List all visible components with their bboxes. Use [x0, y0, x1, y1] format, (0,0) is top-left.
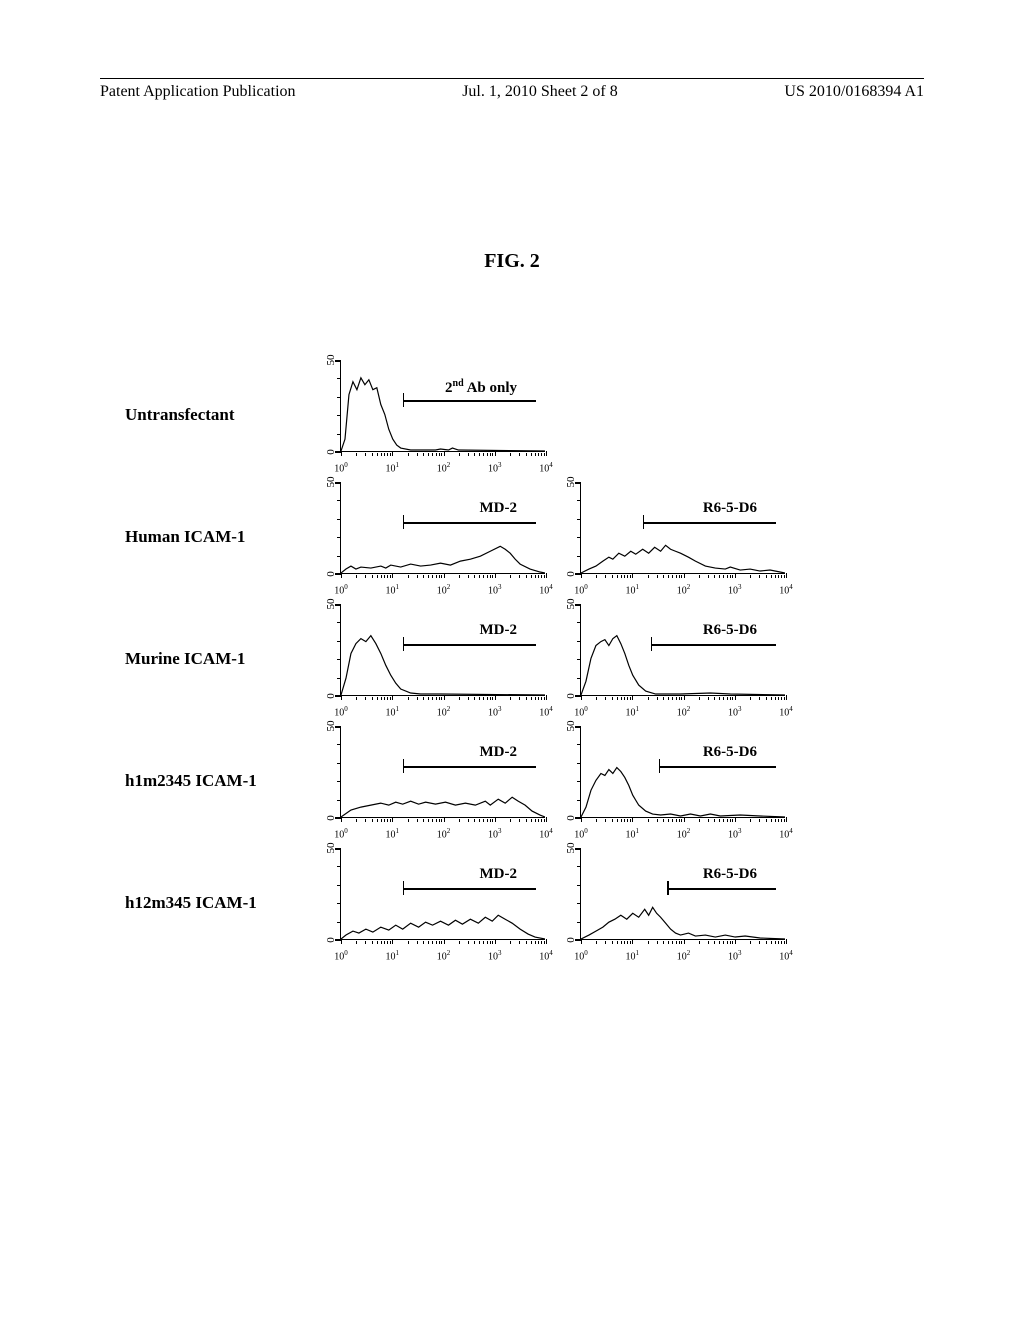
chart-box: 500 R6-5-D6 100101102103104	[580, 482, 785, 574]
x-axis-ticks: 100101102103104	[341, 573, 545, 578]
panel-antibody-label: MD-2	[480, 622, 518, 639]
row-sample-label: h12m345 ICAM-1	[125, 893, 320, 913]
chart-box: 500 MD-2 100101102103104	[340, 726, 545, 818]
x-axis-ticks: 100101102103104	[341, 695, 545, 700]
page-header: Patent Application Publication Jul. 1, 2…	[0, 78, 1024, 101]
header-rule	[100, 78, 924, 79]
gate-marker-line	[403, 766, 536, 768]
chart-panel: 500 MD-2 100101102103104	[320, 482, 555, 592]
chart-box: 500 R6-5-D6 100101102103104	[580, 604, 785, 696]
chart-row: h12m345 ICAM-1 500 MD-2 100101102103104 …	[125, 848, 905, 958]
gate-marker-line	[651, 644, 776, 646]
histogram-curve	[581, 482, 785, 573]
histogram-curve	[581, 726, 785, 817]
histogram-curve	[341, 482, 545, 573]
x-axis-ticks: 100101102103104	[581, 817, 785, 822]
chart-row: Murine ICAM-1 500 MD-2 100101102103104 5…	[125, 604, 905, 714]
histogram-curve	[341, 604, 545, 695]
histogram-curve	[341, 726, 545, 817]
figure-title: FIG. 2	[0, 250, 1024, 273]
header-right: US 2010/0168394 A1	[784, 83, 924, 101]
chart-box: 500 MD-2 100101102103104	[340, 482, 545, 574]
chart-panel: 500 R6-5-D6 100101102103104	[560, 482, 795, 592]
chart-box: 500 MD-2 100101102103104	[340, 848, 545, 940]
chart-panel: 500 MD-2 100101102103104	[320, 604, 555, 714]
gate-marker-line	[643, 522, 776, 524]
chart-panel: 500 MD-2 100101102103104	[320, 848, 555, 958]
header-mid: Jul. 1, 2010 Sheet 2 of 8	[462, 83, 618, 101]
x-axis-ticks: 100101102103104	[341, 817, 545, 822]
x-axis-ticks: 100101102103104	[581, 695, 785, 700]
row-sample-label: h1m2345 ICAM-1	[125, 771, 320, 791]
chart-box: 500 2nd Ab only 100101102103104	[340, 360, 545, 452]
chart-panel: 500 2nd Ab only 100101102103104	[320, 360, 555, 470]
panel-antibody-label: 2nd Ab only	[445, 378, 517, 397]
histogram-curve	[581, 848, 785, 939]
histogram-curve	[581, 604, 785, 695]
row-sample-label: Untransfectant	[125, 405, 320, 425]
x-axis-ticks: 100101102103104	[341, 451, 545, 456]
panel-antibody-label: MD-2	[480, 500, 518, 517]
panel-antibody-label: MD-2	[480, 866, 518, 883]
panel-antibody-label: R6-5-D6	[703, 500, 757, 517]
charts-container: Untransfectant 500 2nd Ab only 100101102…	[125, 360, 905, 970]
chart-box: 500 R6-5-D6 100101102103104	[580, 726, 785, 818]
chart-row: Human ICAM-1 500 MD-2 100101102103104 50…	[125, 482, 905, 592]
chart-panel: 500 MD-2 100101102103104	[320, 726, 555, 836]
panel-antibody-label: MD-2	[480, 744, 518, 761]
gate-marker-line	[403, 644, 536, 646]
gate-marker-line	[403, 400, 536, 402]
x-axis-ticks: 100101102103104	[581, 573, 785, 578]
gate-marker-line	[403, 522, 536, 524]
chart-panel: 500 R6-5-D6 100101102103104	[560, 726, 795, 836]
chart-box: 500 MD-2 100101102103104	[340, 604, 545, 696]
gate-marker-line	[659, 766, 776, 768]
chart-row: h1m2345 ICAM-1 500 MD-2 100101102103104 …	[125, 726, 905, 836]
histogram-curve	[341, 360, 545, 451]
panel-antibody-label: R6-5-D6	[703, 866, 757, 883]
panel-antibody-label: R6-5-D6	[703, 744, 757, 761]
header-left: Patent Application Publication	[100, 83, 296, 101]
chart-row: Untransfectant 500 2nd Ab only 100101102…	[125, 360, 905, 470]
chart-panel: 500 R6-5-D6 100101102103104	[560, 604, 795, 714]
row-sample-label: Human ICAM-1	[125, 527, 320, 547]
panel-antibody-label: R6-5-D6	[703, 622, 757, 639]
chart-panel: 500 R6-5-D6 100101102103104	[560, 848, 795, 958]
header-text-row: Patent Application Publication Jul. 1, 2…	[100, 83, 924, 101]
row-sample-label: Murine ICAM-1	[125, 649, 320, 669]
gate-marker-line	[403, 888, 536, 890]
chart-box: 500 R6-5-D6 100101102103104	[580, 848, 785, 940]
x-axis-ticks: 100101102103104	[581, 939, 785, 944]
x-axis-ticks: 100101102103104	[341, 939, 545, 944]
histogram-curve	[341, 848, 545, 939]
gate-marker-line	[667, 888, 776, 890]
